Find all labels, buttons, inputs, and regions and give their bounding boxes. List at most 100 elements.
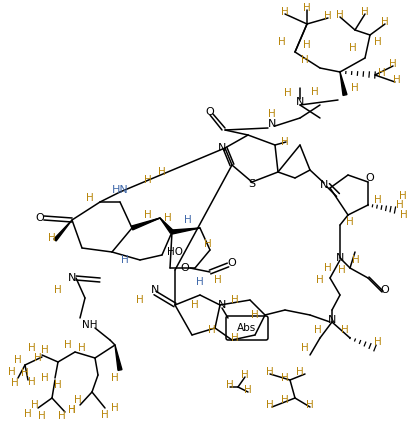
Text: H: H xyxy=(68,405,76,415)
Text: H: H xyxy=(361,7,369,17)
Text: H: H xyxy=(24,409,32,419)
Text: O: O xyxy=(36,213,44,223)
Text: H: H xyxy=(231,333,239,343)
Text: H: H xyxy=(268,109,276,119)
Text: H: H xyxy=(381,17,389,27)
Text: H: H xyxy=(396,200,404,210)
Text: H: H xyxy=(374,337,382,347)
Text: H: H xyxy=(378,68,386,78)
Text: H: H xyxy=(284,88,292,98)
Text: H: H xyxy=(41,373,49,383)
Text: H: H xyxy=(214,275,222,285)
Text: H: H xyxy=(38,411,46,421)
Text: H: H xyxy=(338,265,346,275)
Text: H: H xyxy=(86,193,94,203)
FancyBboxPatch shape xyxy=(226,316,268,340)
Text: HN: HN xyxy=(112,185,128,195)
Text: H: H xyxy=(101,410,109,420)
Text: H: H xyxy=(281,137,289,147)
Polygon shape xyxy=(340,72,347,95)
Text: H: H xyxy=(352,255,360,265)
Text: O: O xyxy=(228,258,236,268)
Text: H: H xyxy=(111,373,119,383)
Text: H: H xyxy=(281,395,289,405)
Text: H: H xyxy=(266,400,274,410)
Text: H: H xyxy=(389,59,397,69)
Text: N: N xyxy=(296,97,304,107)
Polygon shape xyxy=(115,345,122,370)
Text: H: H xyxy=(316,275,324,285)
Text: H: H xyxy=(158,167,166,177)
Text: H: H xyxy=(28,377,36,387)
Text: H: H xyxy=(399,191,407,201)
Text: H: H xyxy=(241,370,249,380)
Text: H: H xyxy=(48,233,56,243)
Text: H: H xyxy=(281,7,289,17)
Text: H: H xyxy=(164,213,172,223)
Text: H: H xyxy=(21,368,29,378)
Text: H: H xyxy=(314,325,322,335)
Text: H: H xyxy=(28,343,36,353)
Text: H: H xyxy=(8,367,16,377)
Text: HO: HO xyxy=(167,247,183,257)
Text: N: N xyxy=(268,119,276,129)
Text: H: H xyxy=(136,295,144,305)
Text: H: H xyxy=(14,355,22,365)
Text: H: H xyxy=(111,403,119,413)
Text: H: H xyxy=(68,405,76,415)
Text: H: H xyxy=(204,239,212,249)
Text: H: H xyxy=(208,325,216,335)
Text: H: H xyxy=(278,37,286,47)
Text: H: H xyxy=(226,380,234,390)
Text: O: O xyxy=(381,285,389,295)
Text: H: H xyxy=(341,325,349,335)
Text: N: N xyxy=(328,315,336,325)
Text: H: H xyxy=(64,340,72,350)
Text: H: H xyxy=(74,395,82,405)
Text: H: H xyxy=(11,378,19,388)
Text: H: H xyxy=(266,367,274,377)
Text: H: H xyxy=(393,75,401,85)
Text: H: H xyxy=(196,277,204,287)
Text: N: N xyxy=(218,300,226,310)
Text: H: H xyxy=(244,385,252,395)
Text: H: H xyxy=(54,285,62,295)
Text: O: O xyxy=(366,173,374,183)
Text: H: H xyxy=(374,37,382,47)
Text: H: H xyxy=(324,263,332,273)
Text: N: N xyxy=(151,285,159,295)
Text: H: H xyxy=(144,210,152,220)
Polygon shape xyxy=(160,218,173,233)
Text: N: N xyxy=(218,143,226,153)
Text: Abs: Abs xyxy=(238,323,256,333)
Text: N: N xyxy=(68,273,76,283)
Text: H: H xyxy=(311,87,319,97)
Text: O: O xyxy=(206,107,215,117)
Text: H: H xyxy=(301,343,309,353)
Text: H: H xyxy=(144,175,152,185)
Text: H: H xyxy=(324,11,332,21)
Text: H: H xyxy=(58,411,66,421)
Text: H: H xyxy=(54,380,62,390)
Text: H: H xyxy=(349,43,357,53)
Text: H: H xyxy=(231,295,239,305)
Text: H: H xyxy=(306,400,314,410)
Text: H: H xyxy=(251,310,259,320)
Text: H: H xyxy=(78,343,86,353)
Text: H: H xyxy=(41,345,49,355)
Text: H: H xyxy=(121,255,129,265)
Text: H: H xyxy=(351,83,359,93)
Text: H: H xyxy=(303,3,311,13)
Text: N: N xyxy=(336,253,344,263)
Polygon shape xyxy=(54,220,72,241)
Text: NH: NH xyxy=(82,320,98,330)
Text: H: H xyxy=(400,210,408,220)
Text: H: H xyxy=(296,367,304,377)
Text: H: H xyxy=(34,353,42,363)
Text: H: H xyxy=(31,400,39,410)
Text: H: H xyxy=(303,40,311,50)
Text: N: N xyxy=(320,180,328,190)
Polygon shape xyxy=(132,218,160,230)
Text: H: H xyxy=(346,217,354,227)
Text: H: H xyxy=(336,10,344,20)
